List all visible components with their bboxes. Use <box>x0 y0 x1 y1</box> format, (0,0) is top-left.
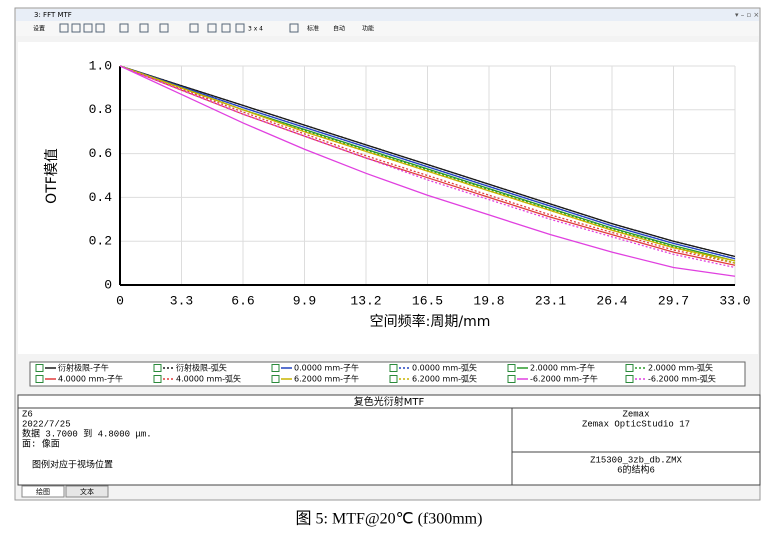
legend-label: 4.0000 mm-子午 <box>58 374 123 384</box>
x-tick-label: 9.9 <box>293 293 316 308</box>
x-tick-label: 23.1 <box>535 293 566 308</box>
toolbar-icon[interactable] <box>159 23 169 33</box>
x-tick-label: 0 <box>116 293 124 308</box>
toolbar-icon[interactable] <box>139 23 149 33</box>
legend-label: -6.2000 mm-弧矢 <box>648 374 716 384</box>
x-tick-label: 6.6 <box>231 293 254 308</box>
info-note: 图例对应于视场位置 <box>32 459 113 471</box>
x-axis-label: 空间频率:周期/mm <box>370 313 491 330</box>
legend-label: 衍射极限-子午 <box>58 363 109 373</box>
legend-checkbox[interactable] <box>271 375 280 383</box>
y-tick-label: 0.2 <box>89 234 112 249</box>
legend-label: 2.0000 mm-子午 <box>530 363 595 373</box>
window-controls[interactable]: ▾ – ▫ × <box>735 11 759 19</box>
legend-box <box>29 361 746 387</box>
tab-label[interactable]: 文本 <box>80 487 94 496</box>
legend-label: 衍射极限-弧矢 <box>176 363 227 373</box>
legend-label: 6.2000 mm-子午 <box>294 374 359 384</box>
x-tick-label: 16.5 <box>412 293 443 308</box>
toolbar-button[interactable]: 标准 <box>307 25 319 33</box>
title-bar <box>16 9 759 21</box>
info-text: 2022/7/25 <box>22 419 71 429</box>
series-line <box>119 65 736 260</box>
y-tick-label: 0.4 <box>89 190 113 205</box>
series-line <box>119 65 736 264</box>
tab[interactable] <box>21 485 65 498</box>
legend-checkbox[interactable] <box>625 375 634 383</box>
series-line <box>119 65 736 266</box>
tab[interactable] <box>65 485 109 498</box>
toolbar-icon[interactable] <box>207 23 217 33</box>
toolbar-icon[interactable] <box>95 23 105 33</box>
info-text: Z6 <box>22 409 33 419</box>
legend-checkbox[interactable] <box>389 364 398 372</box>
legend-checkbox[interactable] <box>35 375 44 383</box>
y-tick-label: 0 <box>104 277 112 292</box>
toolbar <box>16 21 759 36</box>
toolbar-icon[interactable] <box>289 23 299 33</box>
x-tick-label: 29.7 <box>658 293 689 308</box>
toolbar-icon[interactable] <box>235 23 245 33</box>
legend-checkbox[interactable] <box>389 375 398 383</box>
legend-checkbox[interactable] <box>507 364 516 372</box>
toolbar-icon[interactable] <box>221 23 231 33</box>
x-tick-label: 13.2 <box>350 293 381 308</box>
series-line <box>119 65 736 258</box>
legend-label: -6.2000 mm-子午 <box>530 374 598 384</box>
toolbar-icon[interactable] <box>119 23 129 33</box>
x-tick-label: 26.4 <box>596 293 627 308</box>
y-tick-label: 0.8 <box>89 102 112 117</box>
legend-checkbox[interactable] <box>507 375 516 383</box>
legend-label: 6.2000 mm-弧矢 <box>412 374 477 384</box>
info-text: Z15300_3zb_db.ZMX <box>590 455 682 465</box>
caption: 图 5: MTF@20℃ (f300mm) <box>296 511 483 528</box>
tab-label[interactable]: 绘图 <box>36 487 50 496</box>
toolbar-icon[interactable] <box>83 23 93 33</box>
series-line <box>119 65 736 277</box>
legend-checkbox[interactable] <box>153 364 162 372</box>
window-title: 3: FFT MTF <box>34 11 72 19</box>
x-tick-label: 3.3 <box>170 293 193 308</box>
info-title: 复色光衍射MTF <box>354 395 425 408</box>
legend-checkbox[interactable] <box>625 364 634 372</box>
x-tick-label: 19.8 <box>473 293 504 308</box>
y-tick-label: 0.6 <box>89 146 112 161</box>
legend-checkbox[interactable] <box>153 375 162 383</box>
series-line <box>119 65 736 264</box>
info-text: 面: 像面 <box>22 437 60 449</box>
info-text: Zemax <box>622 409 649 419</box>
legend-label: 4.0000 mm-弧矢 <box>176 374 241 384</box>
info-text: 6的结构6 <box>617 463 655 475</box>
legend-checkbox[interactable] <box>35 364 44 372</box>
info-text: 数据 3.7000 到 4.8000 μm. <box>22 427 152 439</box>
plot-panel <box>18 42 758 354</box>
legend-label: 2.0000 mm-弧矢 <box>648 363 713 373</box>
toolbar-button[interactable]: 3 x 4 <box>248 26 263 33</box>
toolbar-button[interactable]: 设置 <box>33 25 45 33</box>
info-panel <box>17 394 761 486</box>
legend-label: 0.0000 mm-子午 <box>294 363 359 373</box>
toolbar-icon[interactable] <box>59 23 69 33</box>
info-text: Zemax OpticStudio 17 <box>582 419 690 429</box>
y-tick-label: 1.0 <box>89 58 112 73</box>
legend-checkbox[interactable] <box>271 364 280 372</box>
toolbar-icon[interactable] <box>71 23 81 33</box>
y-axis-label: OTF模值 <box>44 148 60 204</box>
x-tick-label: 33.0 <box>719 293 750 308</box>
toolbar-icon[interactable] <box>189 23 199 33</box>
legend-label: 0.0000 mm-弧矢 <box>412 363 477 373</box>
toolbar-button[interactable]: 功能 <box>362 25 374 33</box>
toolbar-button[interactable]: 自动 <box>333 25 345 33</box>
